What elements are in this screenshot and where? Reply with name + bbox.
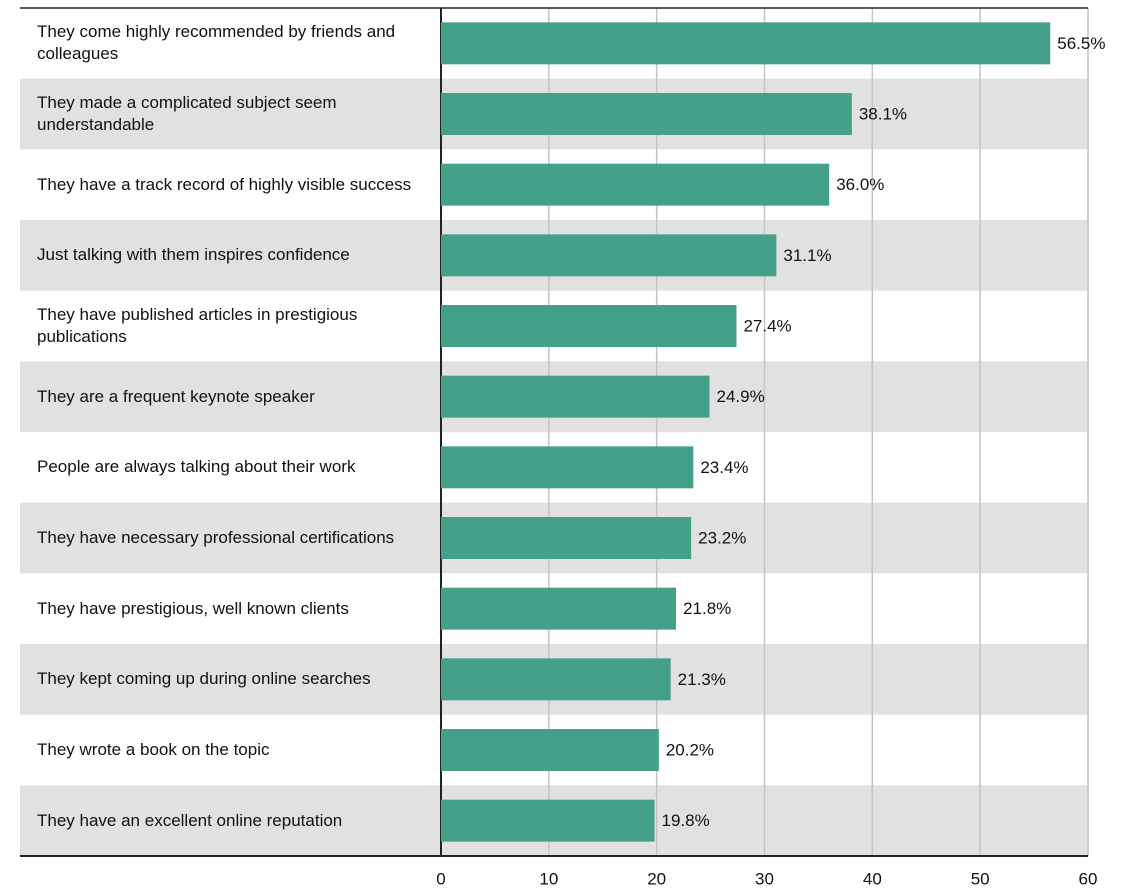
bar [441,587,677,630]
value-label: 20.2% [666,740,714,759]
category-label: They come highly recommended by friends … [37,22,396,64]
bar [441,658,671,701]
x-tick-label: 0 [436,869,445,888]
bar [441,517,692,559]
category-label: Just talking with them inspires confiden… [37,245,350,265]
category-label: People are always talking about their wo… [37,457,356,477]
x-tick-label: 30 [755,869,774,888]
value-label: 23.4% [700,458,748,477]
x-tick-label: 60 [1079,869,1098,888]
bar [441,799,655,842]
bar [441,163,830,206]
category-label: They are a frequent keynote speaker [37,386,315,406]
value-label: 21.8% [683,599,731,618]
category-label: They wrote a book on the topic [37,739,270,759]
x-tick-label: 40 [863,869,882,888]
bar [441,234,777,277]
bar [441,729,659,771]
x-tick-label: 20 [647,869,666,888]
category-label: They have prestigious, well known client… [37,598,349,618]
value-label: 31.1% [783,246,831,265]
category-label: They kept coming up during online search… [37,669,371,689]
bar [441,375,710,418]
bar [441,446,694,489]
value-label: 23.2% [698,528,746,547]
value-label: 24.9% [717,387,765,406]
x-tick-label: 10 [539,869,558,888]
category-label: They have a track record of highly visib… [37,174,412,194]
bar [441,22,1051,65]
category-label: They have published articles in prestigi… [37,304,358,346]
bar [441,93,852,135]
value-label: 19.8% [662,811,710,830]
value-label: 36.0% [836,175,884,194]
category-label: They have necessary professional certifi… [37,527,395,547]
x-tick-label: 50 [971,869,990,888]
category-label: They made a complicated subject seem und… [37,92,337,134]
bar [441,305,737,347]
value-label: 27.4% [743,316,791,335]
category-label: They have an excellent online reputation [37,810,343,830]
value-label: 56.5% [1057,34,1105,53]
value-label: 21.3% [678,670,726,689]
value-label: 38.1% [859,104,907,123]
